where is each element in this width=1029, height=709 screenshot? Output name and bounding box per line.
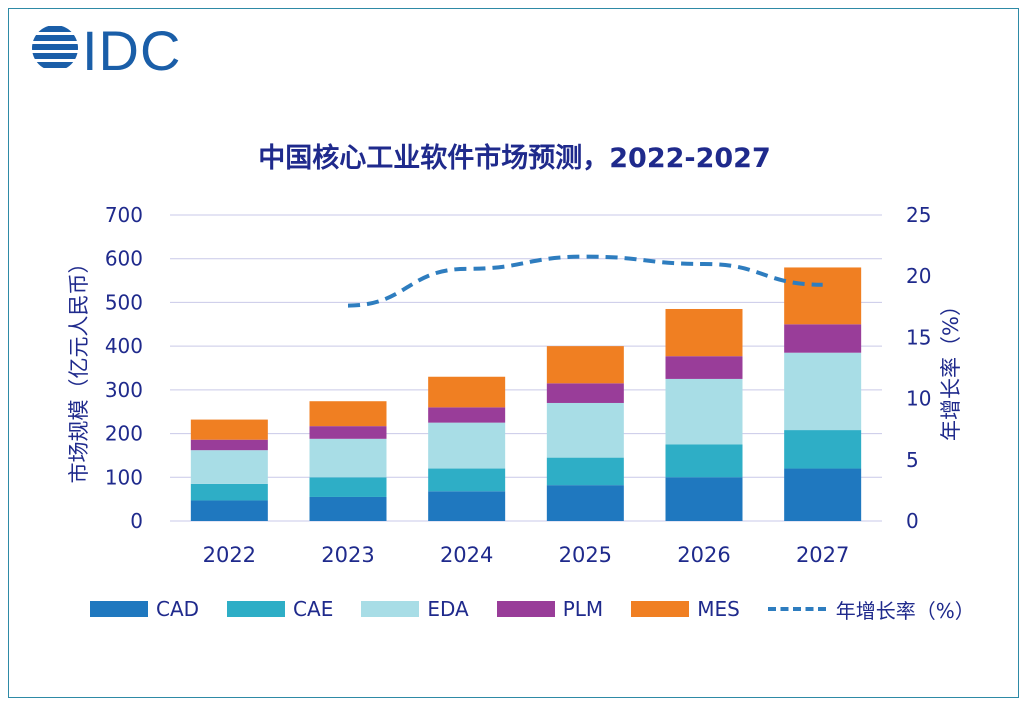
growth-rate-line	[347, 254, 823, 308]
bar-plm	[190, 439, 268, 451]
bar-cad	[190, 500, 268, 521]
y2-tick-label: 10	[906, 387, 931, 411]
legend-item-cad: CAD	[90, 597, 199, 621]
bar-mes	[190, 419, 268, 440]
bar-cae	[546, 457, 624, 486]
bar-cae	[665, 444, 743, 478]
bar-cae	[309, 477, 387, 497]
legend-swatch	[631, 601, 690, 617]
bar-plm	[428, 407, 506, 423]
y2-tick-label: 5	[906, 448, 919, 472]
bar-eda	[428, 422, 506, 469]
bar-cad	[546, 485, 624, 521]
y2-axis-label: 年增长率（%）	[939, 295, 963, 441]
bar-cad	[309, 496, 387, 521]
legend: CAD CAE EDA PLM MES 年增长率（%）	[90, 592, 1003, 626]
legend-item-growth-rate: 年增长率（%）	[767, 595, 975, 624]
legend-label: MES	[697, 597, 740, 621]
bar-cae	[428, 468, 506, 492]
y-tick-label: 100	[105, 465, 143, 489]
y2-tick-label: 0	[906, 509, 919, 533]
y-tick-label: 700	[105, 203, 143, 227]
bar-eda	[309, 438, 387, 478]
bar-eda	[546, 402, 624, 458]
bar-mes	[546, 346, 624, 384]
bar-cad	[665, 477, 743, 521]
bar-mes	[309, 401, 387, 427]
y-tick-label: 600	[105, 247, 143, 271]
legend-dash	[767, 607, 826, 611]
bar-plm	[784, 324, 862, 353]
legend-label: EDA	[427, 597, 469, 621]
legend-item-plm: PLM	[496, 597, 604, 621]
legend-swatch	[361, 601, 420, 617]
x-tick-label: 2025	[559, 543, 612, 567]
legend-label: 年增长率（%）	[835, 598, 975, 623]
legend-item-eda: EDA	[361, 597, 469, 621]
y-tick-label: 200	[105, 422, 143, 446]
x-tick-label: 2026	[677, 543, 730, 567]
bar-plm	[546, 383, 624, 403]
logo-text: IDC	[82, 19, 182, 82]
bar-mes	[665, 308, 743, 357]
y-tick-label: 400	[105, 334, 143, 358]
chart-title: 中国核心工业软件市场预测，2022-2027	[258, 143, 771, 174]
y-tick-label: 300	[105, 378, 143, 402]
y-tick-label: 0	[130, 509, 143, 533]
legend-label: CAE	[293, 597, 334, 621]
bar-mes	[784, 267, 862, 325]
legend-item-cae: CAE	[227, 597, 333, 621]
x-tick-label: 2023	[321, 543, 374, 567]
bar-cad	[784, 468, 862, 521]
bar-plm	[665, 356, 743, 379]
idc-globe-icon	[32, 26, 78, 68]
bar-cad	[428, 491, 506, 521]
bar-plm	[309, 426, 387, 439]
x-tick-label: 2024	[440, 543, 493, 567]
legend-label: CAD	[156, 597, 200, 621]
y-tick-label: 500	[105, 290, 143, 314]
idc-logo: IDC	[30, 19, 200, 82]
bar-eda	[784, 352, 862, 431]
bar-cae	[190, 483, 268, 501]
legend-swatch	[227, 601, 286, 617]
x-tick-label: 2027	[796, 543, 849, 567]
legend-swatch	[90, 601, 148, 617]
y2-tick-label: 15	[906, 325, 931, 349]
y-axis-label: 市场规模（亿元人民币）	[67, 253, 91, 484]
bar-mes	[428, 376, 506, 408]
legend-item-mes: MES	[631, 597, 740, 621]
bar-cae	[784, 430, 862, 469]
x-tick-label: 2022	[203, 543, 256, 567]
y2-tick-label: 20	[906, 264, 931, 288]
bar-eda	[665, 378, 743, 445]
bar-eda	[190, 450, 268, 484]
legend-swatch	[496, 601, 555, 617]
legend-label: PLM	[562, 597, 604, 621]
y2-tick-label: 25	[906, 203, 931, 227]
